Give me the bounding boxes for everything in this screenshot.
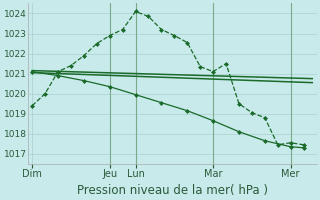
X-axis label: Pression niveau de la mer( hPa ): Pression niveau de la mer( hPa )	[77, 184, 268, 197]
